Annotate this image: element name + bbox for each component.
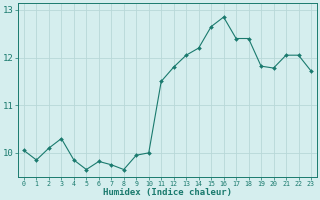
X-axis label: Humidex (Indice chaleur): Humidex (Indice chaleur) — [103, 188, 232, 197]
